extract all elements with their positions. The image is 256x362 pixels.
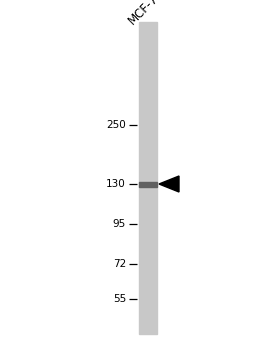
Bar bbox=[139, 181, 157, 186]
Text: 95: 95 bbox=[113, 219, 126, 229]
Text: 250: 250 bbox=[106, 120, 126, 130]
Text: MCF-7: MCF-7 bbox=[126, 0, 161, 27]
Bar bbox=[139, 22, 157, 334]
Text: 72: 72 bbox=[113, 259, 126, 269]
Polygon shape bbox=[159, 176, 179, 192]
Text: 55: 55 bbox=[113, 294, 126, 304]
Text: 130: 130 bbox=[106, 179, 126, 189]
